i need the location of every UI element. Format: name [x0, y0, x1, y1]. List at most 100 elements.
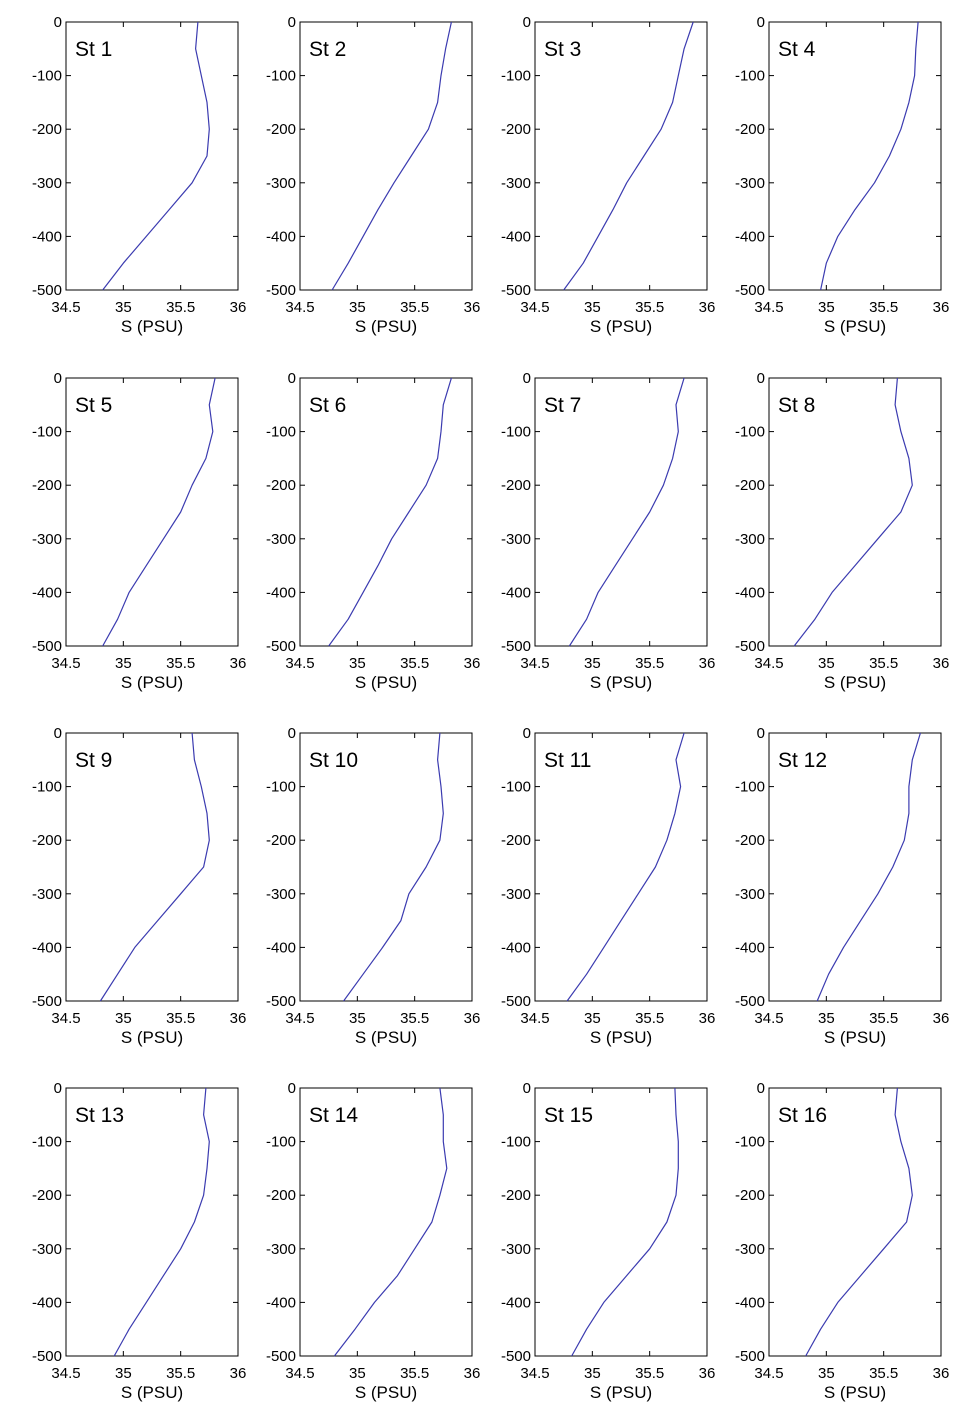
x-tick-label: 35.5: [400, 1365, 429, 1382]
x-axis-label: S (PSU): [355, 1028, 417, 1047]
y-tick-label: -200: [266, 832, 296, 849]
x-tick-label: 34.5: [754, 655, 783, 672]
x-axis-label: S (PSU): [121, 1383, 183, 1402]
x-tick-label: 36: [464, 1365, 481, 1382]
y-tick-label: -300: [32, 1241, 62, 1258]
y-tick-label: -200: [32, 1187, 62, 1204]
y-tick-label: -100: [266, 779, 296, 796]
x-axis-label: S (PSU): [590, 673, 652, 692]
y-tick-label: -200: [32, 477, 62, 494]
salinity-profile-line: [102, 377, 216, 647]
y-tick-label: -300: [735, 886, 765, 903]
x-tick-label: 34.5: [285, 1365, 314, 1382]
x-axis-label: S (PSU): [355, 317, 417, 336]
y-tick-label: -500: [735, 282, 765, 299]
y-tick-label: -500: [501, 282, 531, 299]
y-tick-label: -100: [32, 779, 62, 796]
plot-frame: [299, 21, 473, 291]
salinity-profile-line: [343, 732, 444, 1002]
plot-frame: [534, 1087, 708, 1357]
x-tick-label: 35: [818, 1365, 835, 1382]
x-tick-label: 35: [349, 1365, 366, 1382]
x-tick-label: 35: [349, 655, 366, 672]
panel-title: St 16: [778, 1104, 827, 1127]
y-tick-label: -200: [266, 1187, 296, 1204]
y-tick-label: -200: [735, 1187, 765, 1204]
y-tick-label: -400: [32, 1294, 62, 1311]
y-tick-label: -200: [32, 832, 62, 849]
x-tick-label: 35.5: [869, 1010, 898, 1027]
plot-frame: [534, 377, 708, 647]
x-tick-label: 35.5: [635, 655, 664, 672]
y-tick-label: -400: [32, 584, 62, 601]
y-tick-label: -500: [501, 638, 531, 655]
y-tick-label: -500: [735, 993, 765, 1010]
x-tick-label: 35: [584, 1010, 601, 1027]
y-tick-label: 0: [54, 370, 62, 387]
x-tick-label: 36: [464, 1010, 481, 1027]
y-tick-label: -200: [501, 121, 531, 138]
x-tick-label: 35.5: [400, 655, 429, 672]
plot-frame: [65, 732, 239, 1002]
x-tick-label: 36: [230, 299, 247, 316]
x-tick-label: 34.5: [51, 299, 80, 316]
x-axis-label: S (PSU): [355, 673, 417, 692]
plot-frame: [768, 377, 942, 647]
y-tick-label: -300: [266, 531, 296, 548]
y-tick-label: -400: [501, 1294, 531, 1311]
x-tick-label: 35: [115, 655, 132, 672]
y-tick-label: -400: [501, 584, 531, 601]
x-tick-label: 34.5: [51, 655, 80, 672]
panel-title: St 8: [778, 394, 815, 417]
y-tick-label: 0: [757, 1080, 765, 1097]
y-tick-label: -400: [266, 228, 296, 245]
panel-title: St 5: [75, 394, 112, 417]
y-tick-label: -500: [735, 1348, 765, 1365]
y-tick-label: -100: [501, 68, 531, 85]
plot-frame: [299, 1087, 473, 1357]
panel-title: St 2: [309, 38, 346, 61]
panel-title: St 7: [544, 394, 581, 417]
y-tick-label: -500: [501, 1348, 531, 1365]
panel-title: St 6: [309, 394, 346, 417]
y-tick-label: -500: [266, 993, 296, 1010]
y-tick-label: -500: [266, 1348, 296, 1365]
y-tick-label: -300: [501, 175, 531, 192]
plot-frame: [768, 1087, 942, 1357]
panel-title: St 14: [309, 1104, 358, 1127]
x-tick-label: 35: [349, 299, 366, 316]
x-axis-label: S (PSU): [590, 1028, 652, 1047]
y-tick-label: 0: [288, 725, 296, 742]
y-tick-label: -300: [266, 1241, 296, 1258]
x-tick-label: 34.5: [520, 299, 549, 316]
x-axis-label: S (PSU): [121, 317, 183, 336]
y-tick-label: -200: [266, 121, 296, 138]
y-tick-label: 0: [523, 14, 531, 31]
x-tick-label: 36: [699, 299, 716, 316]
x-tick-label: 35: [115, 1010, 132, 1027]
plot-frame: [65, 1087, 239, 1357]
y-tick-label: -300: [735, 1241, 765, 1258]
salinity-profile-line: [333, 1087, 448, 1357]
plot-frame: [299, 377, 473, 647]
x-tick-label: 35: [584, 299, 601, 316]
y-tick-label: -500: [32, 282, 62, 299]
y-tick-label: -100: [501, 424, 531, 441]
plot-frame: [65, 21, 239, 291]
x-tick-label: 35: [584, 655, 601, 672]
y-tick-label: 0: [523, 725, 531, 742]
y-tick-label: -500: [32, 1348, 62, 1365]
x-tick-label: 36: [230, 1010, 247, 1027]
y-tick-label: -100: [501, 1134, 531, 1151]
y-tick-label: -100: [32, 68, 62, 85]
y-tick-label: -400: [501, 939, 531, 956]
panel-title: St 9: [75, 749, 112, 772]
